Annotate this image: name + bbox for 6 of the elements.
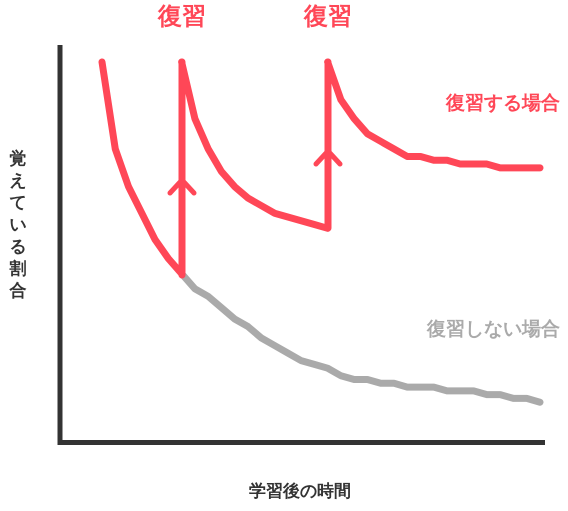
text: 復習 (157, 2, 206, 30)
x-axis-title: 学習後の時間 (249, 481, 351, 502)
text: 復習する場合 (445, 92, 560, 114)
text: 復習 (303, 2, 352, 30)
text: 復習しない場合 (426, 318, 560, 340)
y-axis-title: 覚えている割合 (8, 148, 28, 302)
